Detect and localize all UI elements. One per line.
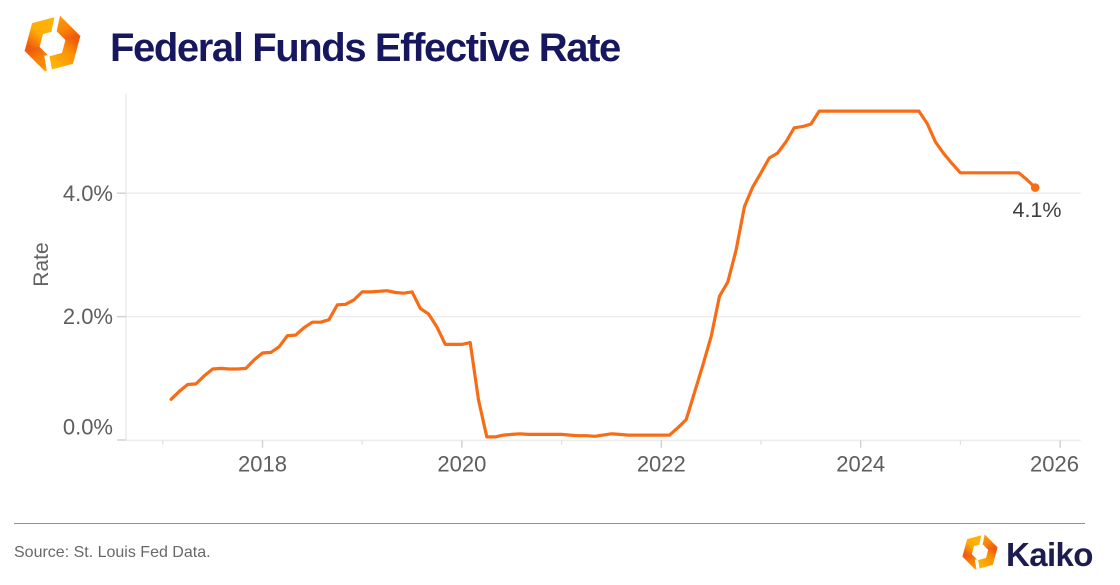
svg-text:Rate: Rate xyxy=(30,242,53,286)
svg-text:4.1%: 4.1% xyxy=(1012,198,1061,222)
svg-text:4.0%: 4.0% xyxy=(63,181,113,206)
svg-text:2024: 2024 xyxy=(836,452,885,477)
svg-text:2.0%: 2.0% xyxy=(63,304,113,329)
svg-text:2020: 2020 xyxy=(437,452,486,477)
svg-text:2018: 2018 xyxy=(238,452,287,477)
svg-text:2022: 2022 xyxy=(637,452,686,477)
svg-text:0.0%: 0.0% xyxy=(63,415,113,440)
svg-text:2026: 2026 xyxy=(1030,452,1079,477)
